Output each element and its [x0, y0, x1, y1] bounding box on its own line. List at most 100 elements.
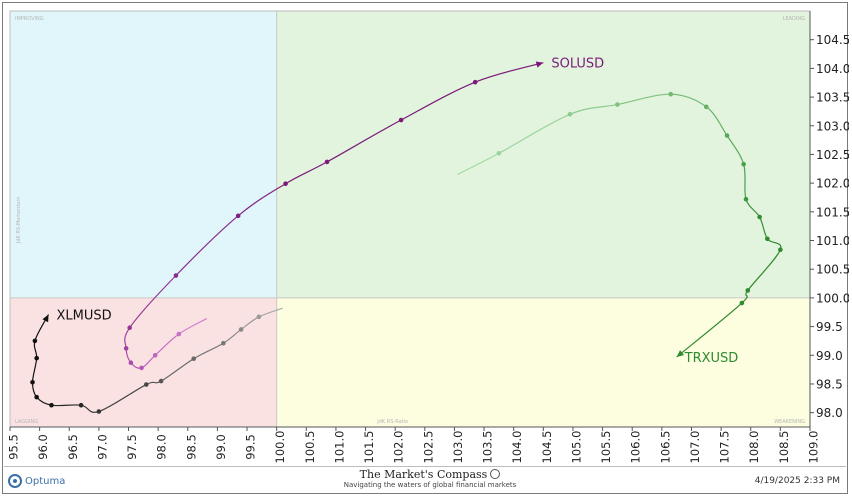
x-tick-label: 107.0	[688, 431, 702, 464]
quadrant-leading	[276, 11, 811, 298]
series-line-trxusd	[670, 93, 707, 108]
y-tick-label: 101.0	[816, 234, 849, 248]
x-tick-label: 99.5	[244, 434, 258, 460]
series-line-trxusd	[743, 164, 747, 200]
series-line-solusd	[326, 119, 402, 163]
series-line-trxusd	[705, 106, 728, 136]
quadrant-label-weakening: WEAKENING	[774, 419, 805, 425]
x-tick-label: 100.0	[273, 431, 287, 464]
series-label-solusd: SOLUSD	[551, 57, 604, 72]
series-line-trxusd	[747, 249, 781, 291]
series-line-trxusd	[457, 152, 500, 176]
data-point-xlmusd	[158, 378, 164, 384]
data-point-solusd	[152, 352, 158, 358]
data-point-xlmusd	[96, 409, 102, 414]
series-trxusd: TRXUSD	[457, 91, 783, 366]
y-tick-label: 98.0	[816, 406, 843, 420]
x-tick-label: 103.0	[451, 431, 465, 464]
data-point-trxusd	[743, 196, 749, 202]
series-line-solusd	[175, 215, 239, 276]
data-point-trxusd	[765, 236, 770, 242]
series-label-trxusd: TRXUSD	[684, 351, 739, 366]
x-tick-label: 104.0	[510, 431, 524, 464]
optuma-logo: Optuma	[8, 472, 65, 490]
footer-title-block: The Market's Compass Navigating the wate…	[300, 468, 560, 490]
data-point-solusd	[472, 79, 478, 85]
data-point-xlmusd	[221, 340, 226, 346]
x-tick-label: 105.5	[599, 431, 613, 464]
x-tick-label: 103.5	[481, 431, 495, 464]
series-line-solusd	[285, 161, 328, 185]
y-tick-label: 99.0	[816, 349, 843, 363]
footer-subtitle: Navigating the waters of global financia…	[343, 481, 517, 489]
data-point-xlmusd	[143, 382, 149, 387]
x-tick-label: 107.5	[718, 431, 732, 464]
x-tick-label: 101.0	[332, 431, 346, 464]
quadrant-improving	[10, 11, 277, 298]
data-point-trxusd	[778, 247, 783, 252]
x-tick-label: 105.0	[569, 431, 583, 464]
data-point-solusd	[235, 213, 241, 219]
x-tick-label: 96.0	[36, 434, 50, 460]
y-tick-label: 98.5	[816, 377, 843, 391]
series-line-trxusd	[498, 113, 571, 154]
x-tick-label: 102.0	[392, 431, 406, 464]
x-tick-label: 106.5	[658, 431, 672, 464]
y-tick-label: 99.5	[816, 320, 843, 334]
series-line-xlmusd	[160, 358, 195, 382]
quadrant-weakening	[276, 297, 811, 427]
y-tick-label: 101.5	[816, 205, 849, 219]
optuma-logo-icon	[8, 474, 22, 488]
data-point-xlmusd	[34, 355, 39, 361]
series-label-xlmusd: XLMUSD	[57, 309, 112, 324]
data-point-xlmusd	[32, 338, 38, 344]
x-tick-label: 96.5	[66, 434, 80, 460]
data-point-xlmusd	[30, 379, 35, 385]
quadrant-label-leading: LEADING	[783, 16, 805, 22]
series-solusd: SOLUSD	[123, 57, 604, 371]
x-tick-label: 108.0	[747, 431, 761, 464]
x-tick-label: 108.5	[777, 431, 791, 464]
series-line-trxusd	[726, 135, 745, 165]
x-tick-label: 109.0	[807, 431, 821, 464]
data-point-solusd	[128, 360, 134, 366]
data-point-trxusd	[703, 104, 709, 110]
data-point-solusd	[127, 325, 133, 331]
footer-divider	[4, 466, 846, 467]
optuma-brand: Optuma	[25, 475, 66, 487]
series-line-solusd	[237, 183, 286, 217]
data-point-solusd	[139, 365, 144, 371]
series-line-solusd	[129, 275, 177, 329]
footer-date: 4/19/2025 2:33 PM	[754, 476, 840, 486]
x-tick-label: 98.0	[155, 434, 169, 460]
data-point-xlmusd	[34, 394, 39, 400]
arrowhead-xlmusd	[42, 314, 49, 323]
x-tick-label: 100.5	[303, 431, 317, 464]
x-tick-label: 102.5	[421, 431, 435, 464]
x-tick-label: 98.5	[184, 434, 198, 460]
footer-title: The Market's Compass	[359, 468, 488, 481]
y-tick-label: 100.5	[816, 263, 849, 277]
x-tick-label: 97.0	[95, 434, 109, 460]
quadrant-lagging	[10, 297, 277, 427]
data-point-xlmusd	[238, 327, 244, 332]
compass-icon	[490, 469, 501, 479]
data-point-trxusd	[724, 133, 730, 138]
data-point-trxusd	[739, 300, 745, 306]
data-point-trxusd	[757, 214, 762, 220]
x-tick-label: 101.5	[362, 431, 376, 464]
series-line-xlmusd	[193, 342, 224, 360]
series-xlmusd: XLMUSD	[30, 307, 283, 414]
data-point-solusd	[176, 331, 182, 337]
x-tick-label: 104.5	[540, 431, 554, 464]
data-point-xlmusd	[256, 314, 262, 320]
y-tick-label: 104.5	[816, 33, 849, 47]
x-tick-label: 99.0	[214, 434, 228, 460]
data-point-solusd	[173, 273, 179, 278]
series-line-solusd	[178, 318, 208, 335]
x-tick-label: 95.5	[7, 434, 21, 460]
data-point-xlmusd	[49, 402, 54, 408]
data-point-trxusd	[615, 102, 620, 107]
y-tick-label: 103.5	[816, 91, 849, 105]
